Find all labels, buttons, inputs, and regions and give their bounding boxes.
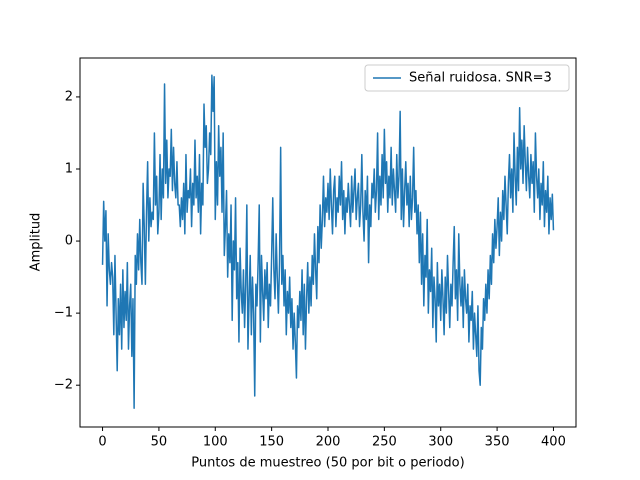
x-tick-label: 150 xyxy=(259,435,284,450)
legend-box xyxy=(364,64,570,92)
x-tick-label: 400 xyxy=(541,435,566,450)
y-tick-label: −2 xyxy=(54,378,73,393)
x-tick-label: 200 xyxy=(316,435,341,450)
x-tick-label: 50 xyxy=(151,435,168,450)
y-tick-label: 1 xyxy=(65,161,73,176)
y-tick-label: 0 xyxy=(65,234,73,249)
x-axis-label: Puntos de muestreo (50 por bit o periodo… xyxy=(191,456,464,471)
x-tick-label: 0 xyxy=(98,435,106,450)
axes-frame xyxy=(79,57,577,428)
y-tick-label: 2 xyxy=(65,89,73,104)
x-tick-label: 100 xyxy=(203,435,228,450)
legend-label: Señal ruidosa. SNR=3 xyxy=(409,71,552,86)
x-tick-label: 250 xyxy=(372,435,397,450)
y-tick-label: −1 xyxy=(54,306,73,321)
data-line xyxy=(101,74,555,410)
x-tick-label: 300 xyxy=(428,435,453,450)
x-tick-label: 350 xyxy=(485,435,510,450)
y-axis-label: Amplitud xyxy=(29,213,44,272)
